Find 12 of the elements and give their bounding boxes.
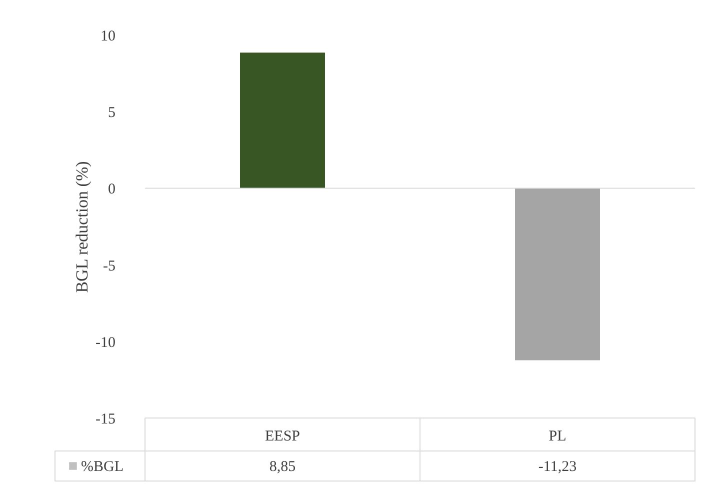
y-tick-label: 0 bbox=[108, 182, 116, 198]
y-tick-label: -10 bbox=[96, 334, 116, 351]
data-label: -11,23 bbox=[538, 459, 577, 475]
y-tick-label: -5 bbox=[103, 258, 116, 274]
legend-label: %BGL bbox=[81, 459, 124, 475]
y-tick-label: 5 bbox=[108, 105, 116, 122]
y-tick-label: 10 bbox=[100, 28, 116, 44]
x-tick-label: PL bbox=[548, 428, 566, 444]
y-tick-label: -15 bbox=[96, 412, 116, 428]
y-axis-title: BGL reduction (%) bbox=[72, 161, 92, 293]
x-tick-label: EESP bbox=[264, 428, 300, 444]
data-label: 8,85 bbox=[269, 459, 296, 475]
